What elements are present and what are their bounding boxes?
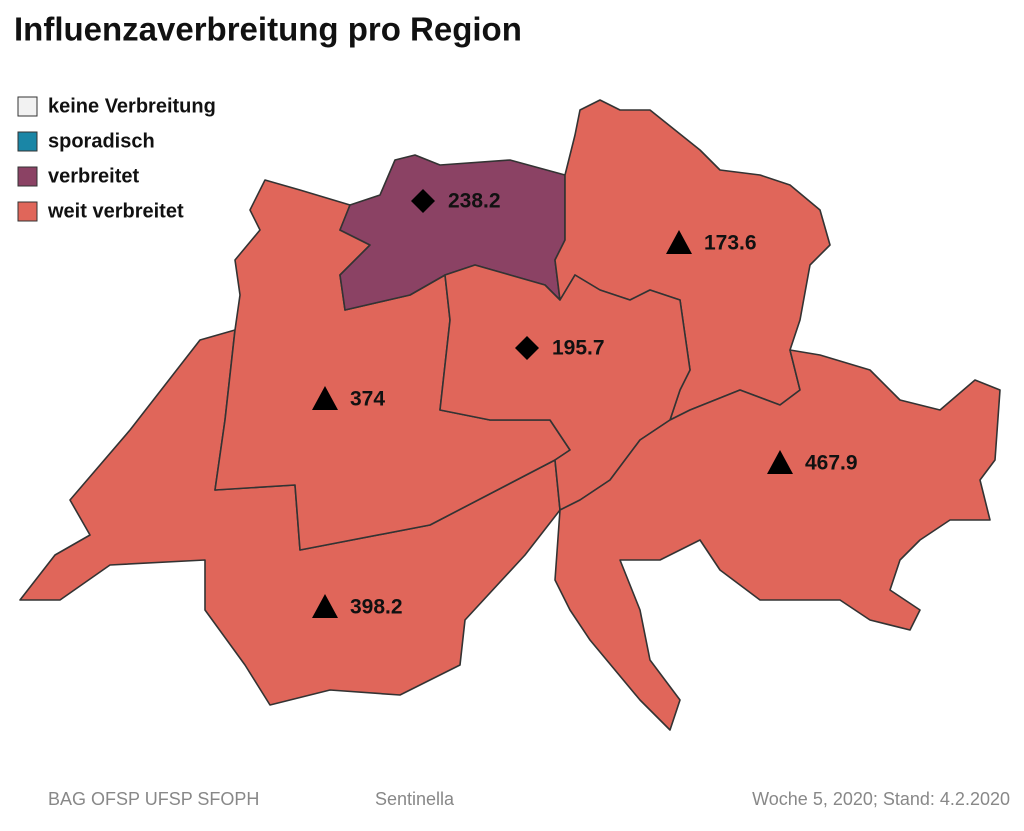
legend-swatch bbox=[17, 201, 38, 222]
region-value: 467.9 bbox=[805, 452, 858, 475]
region-value: 238.2 bbox=[448, 190, 501, 213]
region-labels: 238.2 173.6 195.7 374 467.9 398.2 bbox=[312, 189, 858, 619]
regions bbox=[19, 99, 1001, 731]
legend-swatch bbox=[17, 96, 38, 117]
region-value: 195.7 bbox=[552, 337, 605, 360]
legend-label: weit verbreitet bbox=[47, 200, 184, 222]
marker-diamond bbox=[515, 336, 539, 360]
marker-triangle bbox=[666, 230, 692, 254]
region-value: 173.6 bbox=[704, 232, 757, 255]
marker-diamond bbox=[411, 189, 435, 213]
legend: keine Verbreitung sporadisch verbreitet wei… bbox=[17, 95, 216, 222]
region bbox=[439, 264, 691, 511]
legend-label: keine Verbreitung bbox=[48, 95, 216, 117]
region-value: 374 bbox=[350, 388, 385, 411]
legend-swatch bbox=[17, 166, 38, 187]
legend-swatch bbox=[17, 131, 38, 152]
title: Influenzaverbreitung pro Region bbox=[14, 11, 522, 48]
footer-source: BAG OFSP UFSP SFOPH bbox=[48, 789, 259, 809]
footer-system: Sentinella bbox=[375, 789, 455, 809]
region-value: 398.2 bbox=[350, 596, 403, 619]
marker-triangle bbox=[312, 386, 338, 410]
region bbox=[554, 349, 1001, 731]
marker-triangle bbox=[312, 594, 338, 618]
legend-label: sporadisch bbox=[48, 130, 155, 152]
marker-triangle bbox=[767, 450, 793, 474]
legend-label: verbreitet bbox=[48, 165, 139, 187]
footer-date: Woche 5, 2020; Stand: 4.2.2020 bbox=[752, 789, 1010, 809]
